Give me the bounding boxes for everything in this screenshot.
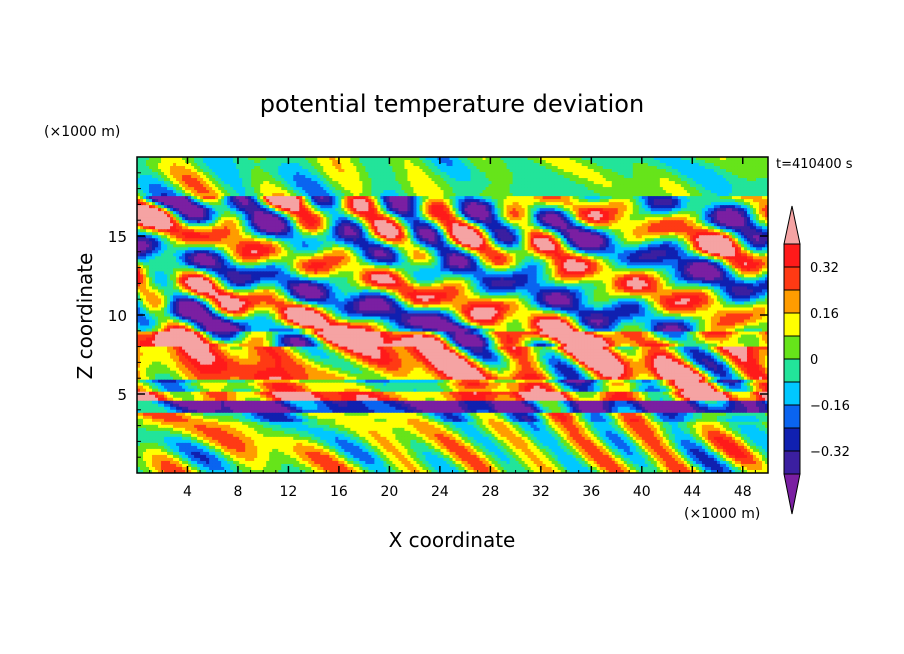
x-tick-label: 36 (582, 484, 600, 500)
x-unit-label: (×1000 m) (684, 506, 760, 522)
colorbar-extend-low (783, 473, 801, 515)
x-tick-label: 20 (380, 484, 398, 500)
x-axis-label: X coordinate (389, 528, 516, 552)
x-tick-label: 24 (431, 484, 449, 500)
x-tick-label: 44 (683, 484, 701, 500)
colorbar-tick-label: 0.16 (810, 307, 839, 322)
colorbar-tick-label: 0.32 (810, 261, 839, 276)
x-tick-label: 8 (233, 484, 242, 500)
colorbar-segment (783, 427, 801, 452)
colorbar-segment (783, 312, 801, 337)
x-axis-ticks: 4 8 12 16 20 24 28 32 36 40 44 48 (149, 157, 756, 500)
time-label: t=410400 s (776, 157, 853, 172)
x-tick-label: 48 (734, 484, 752, 500)
x-tick-label: 12 (280, 484, 298, 500)
y-unit-label: (×1000 m) (44, 124, 120, 140)
x-tick-label: 16 (330, 484, 348, 500)
colorbar-segment (783, 335, 801, 360)
colorbar-segment (783, 358, 801, 383)
colorbar: 0.32 0.16 0 −0.16 −0.32 (783, 205, 850, 515)
x-tick-label: 4 (183, 484, 192, 500)
y-tick-label: 10 (108, 307, 127, 325)
colorbar-tick-label: −0.32 (810, 445, 850, 460)
colorbar-tick-label: −0.16 (810, 399, 850, 414)
y-tick-label: 15 (108, 228, 127, 246)
contour-field (137, 157, 768, 473)
y-axis-label: Z coordinate (73, 253, 97, 380)
colorbar-segment (783, 381, 801, 406)
y-tick-label: 5 (117, 386, 127, 404)
colorbar-segment (783, 243, 801, 268)
x-tick-label: 32 (532, 484, 550, 500)
colorbar-segment (783, 404, 801, 429)
chart-title: potential temperature deviation (260, 90, 644, 118)
x-tick-label: 40 (633, 484, 651, 500)
x-tick-label: 28 (481, 484, 499, 500)
colorbar-tick-label: 0 (810, 353, 818, 368)
colorbar-segment (783, 289, 801, 314)
colorbar-extend-high (783, 205, 801, 245)
colorbar-segment (783, 266, 801, 291)
colorbar-segment (783, 450, 801, 475)
y-axis-ticks: 5 10 15 (108, 172, 768, 458)
